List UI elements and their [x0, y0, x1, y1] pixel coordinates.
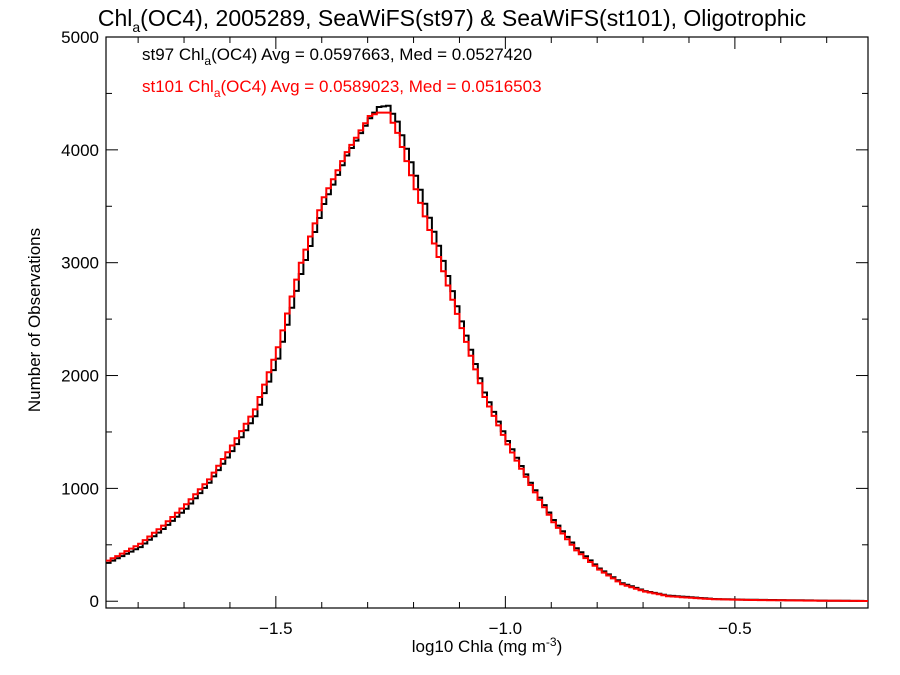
series-group: [106, 104, 868, 602]
y-tick-label: 0: [90, 592, 99, 611]
series-line-st101: [106, 111, 868, 602]
y-tick-label: 4000: [61, 141, 99, 160]
y-tick-label: 2000: [61, 367, 99, 386]
chart-title: Chla(OC4), 2005289, SeaWiFS(st97) & SeaW…: [98, 5, 806, 35]
x-axis-label: log10 Chla (mg m-3): [412, 635, 563, 656]
legend-entry-st101: st101 Chla(OC4) Avg = 0.0589023, Med = 0…: [142, 77, 542, 100]
y-tick-label: 5000: [61, 28, 99, 47]
x-tick-label: −1.0: [489, 619, 523, 638]
x-tick-label: −1.5: [259, 619, 293, 638]
axes: 0 1000 2000 3000 4000 5000 −1.5 −1.0 −0.5: [61, 28, 868, 638]
plot-frame: [105, 36, 869, 609]
x-tick-label: −0.5: [718, 619, 752, 638]
legend-entry-st97: st97 Chla(OC4) Avg = 0.0597663, Med = 0.…: [142, 45, 532, 68]
y-tick-label: 1000: [61, 479, 99, 498]
series-line-st97: [106, 104, 868, 602]
y-axis-label: Number of Observations: [25, 228, 44, 412]
y-tick-label: 3000: [61, 254, 99, 273]
